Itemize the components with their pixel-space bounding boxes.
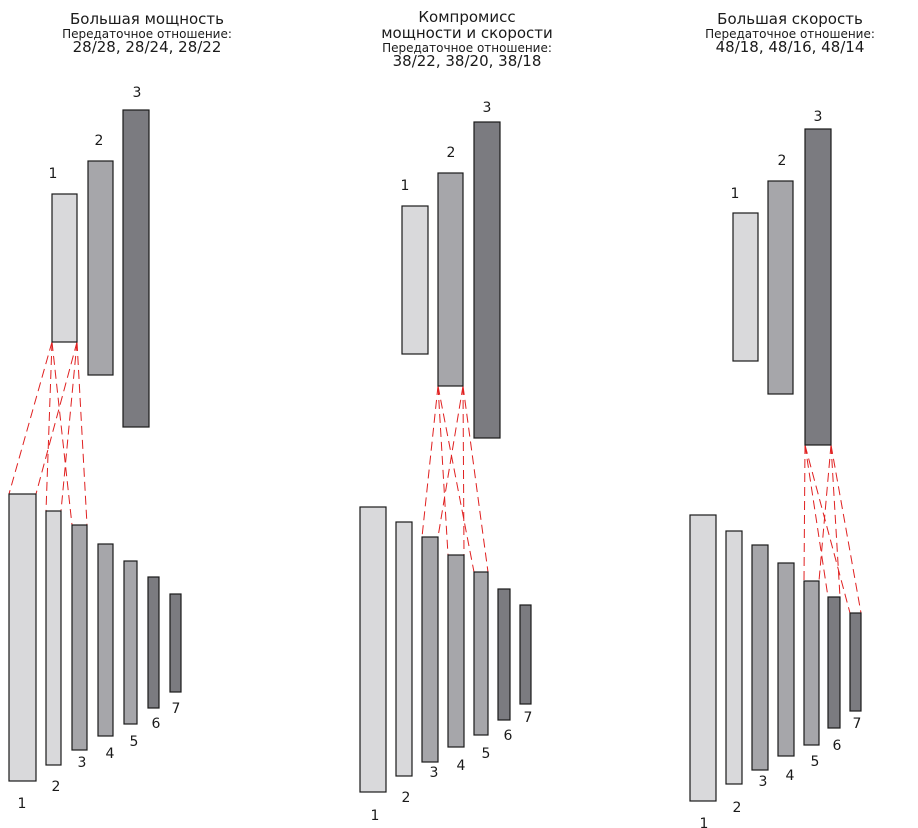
panel-3-chainring-label-2: 2 xyxy=(778,153,787,169)
panel-3-chain-line-right-7 xyxy=(830,444,862,614)
panel-2-chainring-label-1: 1 xyxy=(401,178,410,194)
panel-2-chainring-label-3: 3 xyxy=(483,100,492,116)
panel-1-title: Большая мощность xyxy=(69,10,225,28)
panel-2-sprocket-label-2: 2 xyxy=(402,790,411,806)
panel-2-sprocket-label-5: 5 xyxy=(482,746,491,762)
panel-3-subtitle: Передаточное отношение: xyxy=(705,26,875,41)
panel-2-sprocket-3 xyxy=(421,536,439,763)
panel-2-sprocket-7 xyxy=(519,604,532,705)
panel-1-sprocket-2 xyxy=(45,510,62,766)
panel-1-sprocket-5 xyxy=(123,560,138,725)
panel-2-title-line2: мощности и скорости xyxy=(381,23,553,42)
panel-2-sprocket-label-3: 3 xyxy=(430,765,439,781)
panel-3-sprocket-label-4: 4 xyxy=(786,768,795,784)
panel-1-sprocket-4 xyxy=(97,543,114,737)
panel-3-sprocket-label-7: 7 xyxy=(853,716,862,732)
panel-3-sprocket-label-1: 1 xyxy=(700,816,709,828)
panel-3-sprocket-3 xyxy=(751,544,769,771)
panel-3-chainring-label-1: 1 xyxy=(731,186,740,202)
panel-3-sprocket-6 xyxy=(827,596,841,729)
panel-1-sprocket-label-6: 6 xyxy=(152,716,161,732)
panel-1-sprocket-3 xyxy=(71,524,88,751)
panel-3-sprocket-label-2: 2 xyxy=(733,800,742,816)
panel-3-sprocket-label-6: 6 xyxy=(833,738,842,754)
panel-3-chainring-label-3: 3 xyxy=(814,109,823,125)
panel-2-sprocket-label-7: 7 xyxy=(524,710,533,726)
panel-2-ratios: 38/22, 38/20, 38/18 xyxy=(392,52,542,71)
panel-3-sprocket-7 xyxy=(849,612,862,712)
panel-2-chain-line-left-5 xyxy=(437,385,475,573)
panel-1-sprocket-label-7: 7 xyxy=(172,701,181,717)
panel-1-chainring-3 xyxy=(122,109,150,428)
panel-3-sprocket-label-5: 5 xyxy=(811,754,820,770)
panel-1-ratios: 28/28, 28/24, 28/22 xyxy=(72,38,222,57)
panel-1-chain-line-right-2 xyxy=(60,341,78,512)
panel-1-sprocket-1 xyxy=(8,493,37,782)
panel-1-chainring-label-3: 3 xyxy=(133,85,142,101)
panel-1-sprocket-6 xyxy=(147,576,160,709)
panel-3-ratios: 48/18, 48/16, 48/14 xyxy=(715,38,865,57)
panel-3-chain-line-right-5 xyxy=(818,444,832,582)
panel-1-header: Большая мощность Передаточное отношение:… xyxy=(62,10,232,57)
panel-2-sprocket-1 xyxy=(359,506,387,793)
panel-1-sprocket-label-2: 2 xyxy=(52,779,61,795)
panel-2-chainring-1 xyxy=(401,205,429,355)
panel-1-subtitle: Передаточное отношение: xyxy=(62,26,232,41)
panel-3-chainring-2 xyxy=(767,180,794,395)
panel-3-sprocket-2 xyxy=(725,530,743,785)
panel-3-sprocket-4 xyxy=(777,562,795,757)
panel-1-chain-line-right-3 xyxy=(76,341,88,526)
panel-3-sprocket-1 xyxy=(689,514,717,802)
panel-1-chain-line-left-3 xyxy=(51,341,73,526)
panel-2-chain-line-right-4 xyxy=(462,385,465,556)
panel-3-chain-line-left-6 xyxy=(804,444,829,598)
panel-2-chain-line-right-3 xyxy=(437,385,464,538)
panel-1-sprocket-label-5: 5 xyxy=(130,734,139,750)
panel-3-sprocket-5 xyxy=(803,580,820,746)
panel-2-header: Компромисс мощности и скорости Передаточ… xyxy=(381,8,553,71)
panel-2-chain-line-left-3 xyxy=(421,385,439,538)
panel-1-chain-line-left-2 xyxy=(45,341,53,512)
panel-3-chainring-1 xyxy=(732,212,759,362)
panel-1-chainring-label-1: 1 xyxy=(49,166,58,182)
panel-2-chain-line-right-5 xyxy=(462,385,489,573)
panel-1-sprocket-label-4: 4 xyxy=(106,746,115,762)
panel-1-sprocket-label-3: 3 xyxy=(78,755,87,771)
panel-1-chain-line-left-1 xyxy=(8,341,53,495)
panel-2-subtitle: Передаточное отношение: xyxy=(382,40,552,55)
panel-2-sprocket-6 xyxy=(497,588,511,721)
panel-2-sprocket-label-6: 6 xyxy=(504,728,513,744)
panel-3-chain-line-left-7 xyxy=(804,444,851,614)
panel-1-chainring-label-2: 2 xyxy=(95,133,104,149)
panel-3-chain-line-left-5 xyxy=(803,444,806,582)
panel-2-sprocket-5 xyxy=(473,571,489,736)
panel-2-sprocket-label-4: 4 xyxy=(457,758,466,774)
panel-3-title: Большая скорость xyxy=(717,10,863,28)
panel-2-chainring-2 xyxy=(437,172,464,387)
panel-2-chainring-3 xyxy=(473,121,501,439)
panel-2-sprocket-2 xyxy=(395,521,413,777)
panel-2-sprocket-4 xyxy=(447,554,465,748)
panel-3-chain-line-right-6 xyxy=(830,444,841,598)
panel-1-chainring-1 xyxy=(51,193,78,343)
panel-2-sprocket-label-1: 1 xyxy=(371,808,380,824)
panel-2-title-line1: Компромисс xyxy=(418,8,516,26)
panel-1-sprocket-label-1: 1 xyxy=(18,796,27,812)
panel-1-chain-line-right-1 xyxy=(35,341,78,495)
panel-2-chain-line-left-4 xyxy=(437,385,449,556)
panel-3-chainring-3 xyxy=(804,128,832,446)
panel-1-sprocket-7 xyxy=(169,593,182,693)
panel-1-chainring-2 xyxy=(87,160,114,376)
panel-3-header: Большая скорость Передаточное отношение:… xyxy=(705,10,875,57)
panel-3-sprocket-label-3: 3 xyxy=(759,774,768,790)
panel-2-chainring-label-2: 2 xyxy=(447,145,456,161)
